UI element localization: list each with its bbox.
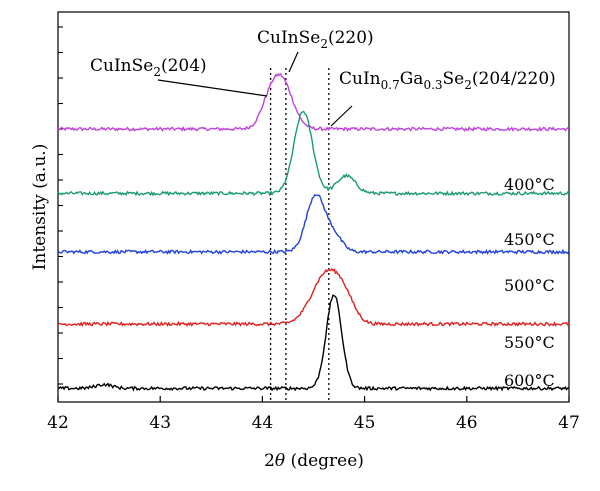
annotation-220-leader <box>288 51 299 73</box>
temp-label-400: 400°C <box>504 175 555 194</box>
y-axis-label: Intensity (a.u.) <box>30 144 50 271</box>
annotation-cigs: CuIn0.7Ga0.3Se2(204/220) <box>330 69 556 127</box>
x-tick-label: 45 <box>354 413 376 433</box>
x-axis-ticks: 42 43 44 45 46 47 <box>47 396 580 433</box>
plot-border <box>57 11 570 403</box>
reference-lines <box>269 68 330 402</box>
annotation-220: CuInSe2(220) <box>257 28 374 73</box>
temp-label-450: 450°C <box>504 230 555 249</box>
x-tick-label: 42 <box>47 413 69 433</box>
x-tick-label: 44 <box>252 413 274 433</box>
y-minor-ticks <box>58 26 63 385</box>
annotation-204-leader <box>157 79 268 97</box>
series-line-0 <box>57 72 570 132</box>
temperature-labels: 400°C 450°C 500°C 550°C 600°C <box>504 175 555 390</box>
plot-frame <box>57 11 570 403</box>
temp-label-550: 550°C <box>504 333 555 352</box>
x-tick-label: 43 <box>149 413 171 433</box>
series-group <box>57 72 570 392</box>
x-tick-label: 47 <box>558 413 580 433</box>
x-axis-label: 2θ (degree) <box>264 451 364 471</box>
annotation-204-text: CuInSe2(204) <box>90 56 207 79</box>
series-line-3 <box>57 268 570 328</box>
annotation-cigs-leader <box>330 105 353 127</box>
annotation-cigs-text: CuIn0.7Ga0.3Se2(204/220) <box>339 69 556 92</box>
x-tick-label: 46 <box>456 413 478 433</box>
series-line-4 <box>57 294 570 392</box>
temp-label-500: 500°C <box>504 276 555 295</box>
series-line-2 <box>57 194 570 255</box>
temp-label-600: 600°C <box>504 371 555 390</box>
series-line-1 <box>57 110 570 197</box>
annotation-204: CuInSe2(204) <box>90 56 268 97</box>
annotation-220-text: CuInSe2(220) <box>257 28 374 51</box>
